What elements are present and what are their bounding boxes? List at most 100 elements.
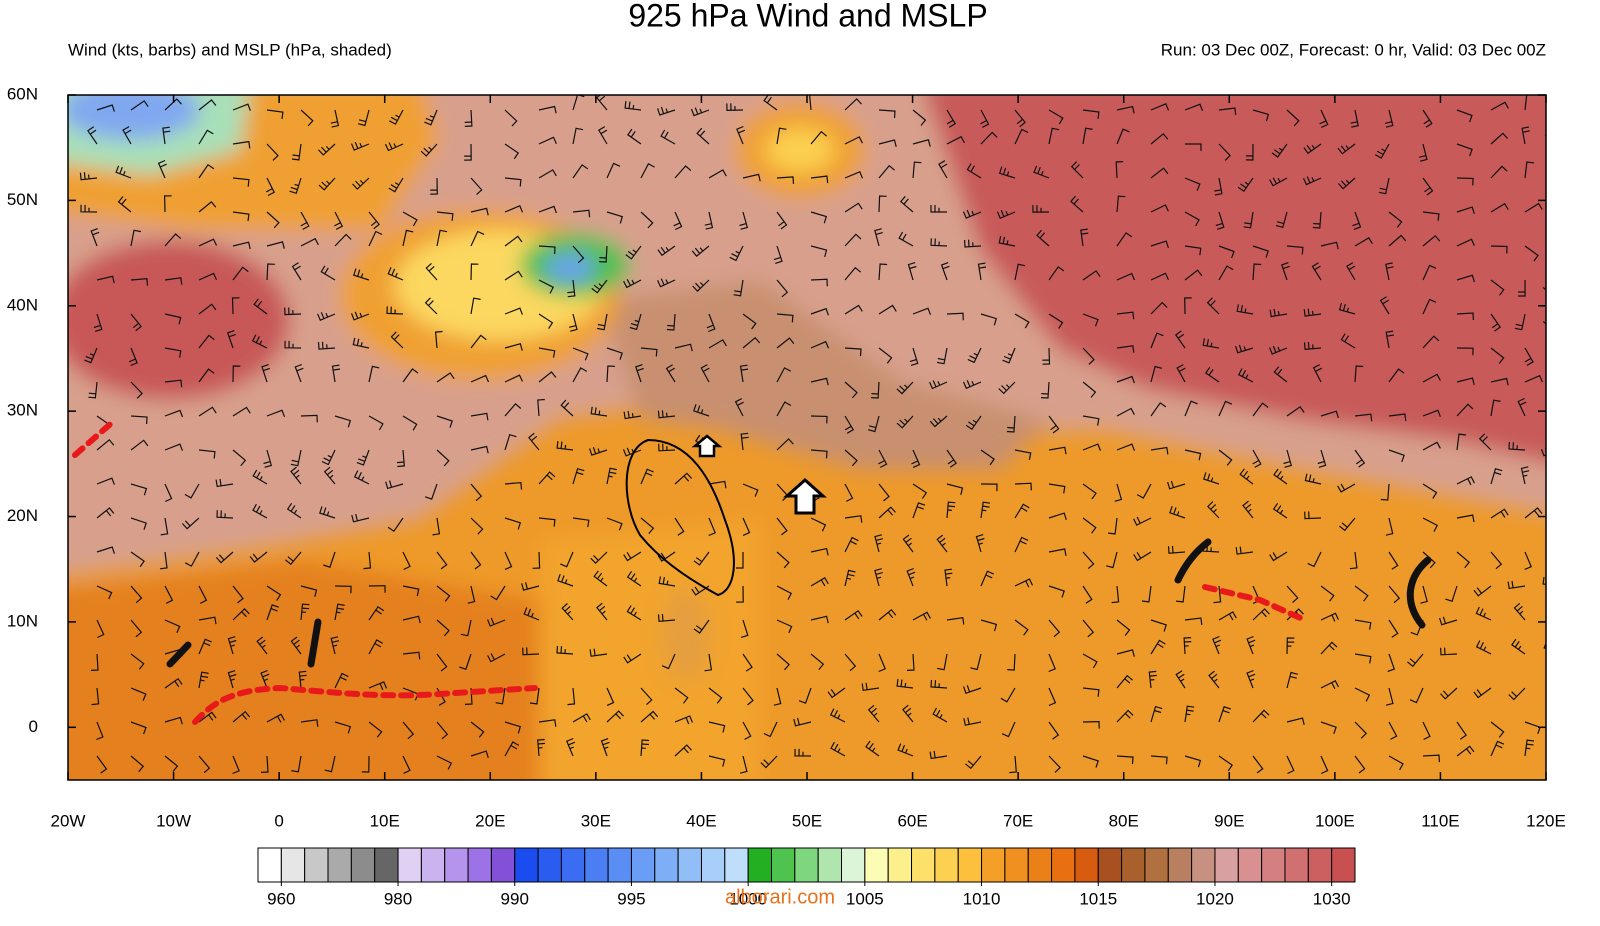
wind-barb [1543, 641, 1546, 650]
colorbar-box [817, 847, 843, 883]
wind-barb [1422, 754, 1440, 763]
wind-barb [216, 510, 234, 519]
wind-barb [93, 313, 103, 332]
wind-barb [1490, 132, 1509, 145]
wind-barb [794, 748, 812, 757]
wind-barb [164, 755, 179, 772]
wind-barb [424, 297, 438, 315]
wind-barb [334, 721, 352, 734]
wind-barb [495, 687, 506, 705]
wind-barb [1203, 472, 1220, 485]
wind-barb [1116, 407, 1135, 417]
wind-barb [773, 687, 782, 706]
wind-barb [1422, 517, 1439, 532]
wind-barb [572, 713, 591, 723]
wind-barb [251, 334, 268, 349]
wind-barb [1150, 301, 1168, 315]
colorbar-box [1074, 847, 1099, 883]
wind-barb [389, 109, 404, 125]
wind-barb [980, 570, 995, 587]
wind-barb [1283, 449, 1293, 468]
wind-barb [470, 177, 483, 196]
wind-barb [1212, 635, 1222, 655]
wind-barb [232, 755, 240, 775]
wind-barb [1549, 603, 1559, 620]
wind-barb [742, 483, 759, 497]
wind-barb [708, 517, 716, 537]
wind-barb [1286, 755, 1295, 775]
wind-barb [90, 653, 99, 671]
wind-barb [1150, 272, 1169, 281]
wind-barb [1082, 443, 1102, 451]
wind-barb [424, 109, 438, 126]
wind-barb [432, 517, 441, 536]
wind-barb [1150, 332, 1164, 349]
wind-barb [844, 449, 858, 467]
wind-barb [96, 755, 108, 774]
wind-barb [436, 585, 451, 602]
wind-barb [402, 211, 418, 227]
wind-barb [963, 717, 982, 726]
wind-barb [1014, 313, 1030, 329]
colorbar-box [1051, 847, 1076, 883]
wind-barb [198, 272, 218, 281]
wind-barb [321, 449, 336, 466]
wind-barb [1475, 606, 1492, 621]
wind-barb [657, 614, 676, 623]
wind-barb [674, 687, 689, 704]
wind-barb [1490, 279, 1505, 296]
shading [68, 95, 1546, 780]
wind-barb [1456, 238, 1475, 247]
wind-barb [606, 162, 621, 179]
wind-barb [1048, 415, 1060, 434]
wind-barb [736, 585, 744, 603]
wind-barb [324, 755, 336, 773]
wind-barb [334, 415, 352, 428]
wind-barb [470, 207, 489, 216]
wind-barb [226, 330, 236, 349]
wind-barb [464, 109, 473, 127]
colorbar-box [514, 847, 539, 883]
wind-barb [776, 313, 794, 323]
wind-barb [350, 141, 370, 151]
wind-barb [319, 506, 336, 519]
wind-barb [640, 687, 653, 706]
wind-barb [284, 307, 302, 316]
wind-barb [946, 109, 957, 128]
wind-barb [1559, 206, 1577, 213]
wind-barb [386, 306, 404, 315]
wind-barb [436, 449, 450, 467]
wind-barb [878, 347, 893, 364]
wind-barb [776, 279, 789, 298]
colorbar-box [467, 847, 492, 883]
wind-barb [300, 109, 314, 127]
wind-barb [1524, 551, 1532, 570]
x-tick-label: 10W [156, 811, 191, 830]
colorbar-label: 1030 [1313, 889, 1351, 908]
y-tick-label: 60N [7, 84, 38, 103]
wind-barb [538, 347, 556, 358]
wind-barb [593, 570, 608, 587]
wind-barb [1385, 262, 1394, 281]
wind-barb [1116, 345, 1135, 353]
wind-barb [232, 365, 241, 383]
wind-barb [597, 313, 608, 331]
wind-barb [810, 340, 830, 349]
wind-barb [1559, 722, 1575, 730]
wind-barb [1388, 234, 1407, 247]
wind-barb [624, 101, 642, 111]
wind-barb [590, 406, 608, 417]
wind-barb [1456, 514, 1475, 523]
wind-barb [1218, 449, 1233, 466]
wind-barb [912, 109, 927, 126]
wind-barb [96, 275, 115, 284]
wind-barb [1422, 409, 1441, 418]
wind-barb [810, 449, 828, 459]
wind-barb [1388, 755, 1404, 771]
wind-barb [128, 347, 138, 367]
wind-barb [436, 211, 454, 221]
wind-barb [537, 738, 546, 757]
wind-barb [827, 687, 846, 699]
wind-barb [1252, 608, 1270, 621]
